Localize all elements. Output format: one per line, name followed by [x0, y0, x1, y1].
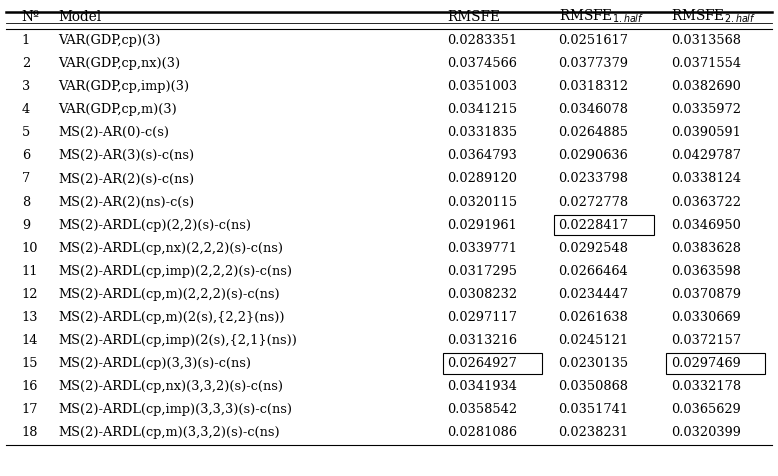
Text: MS(2)-AR(0)-c(s): MS(2)-AR(0)-c(s) — [58, 126, 170, 139]
Text: MS(2)-ARDL(cp,nx)(2,2,2)(s)-c(ns): MS(2)-ARDL(cp,nx)(2,2,2)(s)-c(ns) — [58, 242, 283, 255]
Text: 0.0363722: 0.0363722 — [671, 196, 741, 208]
Text: 11: 11 — [22, 265, 38, 278]
Text: 3: 3 — [22, 80, 30, 93]
Text: 0.0264885: 0.0264885 — [559, 126, 629, 139]
Text: 0.0341934: 0.0341934 — [447, 380, 517, 393]
Text: 0.0313568: 0.0313568 — [671, 34, 741, 47]
Text: MS(2)-ARDL(cp)(2,2)(s)-c(ns): MS(2)-ARDL(cp)(2,2)(s)-c(ns) — [58, 218, 251, 232]
Bar — [554, 215, 654, 236]
Text: MS(2)-AR(2)(ns)-c(s): MS(2)-AR(2)(ns)-c(s) — [58, 196, 194, 208]
Bar — [443, 353, 542, 374]
Text: 0.0228417: 0.0228417 — [559, 218, 629, 232]
Text: 0.0335972: 0.0335972 — [671, 103, 741, 116]
Text: 6: 6 — [22, 149, 30, 162]
Text: 0.0338124: 0.0338124 — [671, 172, 741, 186]
Text: 16: 16 — [22, 380, 38, 393]
Text: 0.0230135: 0.0230135 — [559, 357, 629, 370]
Text: 0.0358542: 0.0358542 — [447, 403, 517, 416]
Text: 0.0351741: 0.0351741 — [559, 403, 629, 416]
Text: VAR(GDP,cp,imp)(3): VAR(GDP,cp,imp)(3) — [58, 80, 190, 93]
Text: 0.0383628: 0.0383628 — [671, 242, 741, 255]
Text: 0.0320115: 0.0320115 — [447, 196, 517, 208]
Text: 0.0370879: 0.0370879 — [671, 288, 741, 301]
Text: 0.0290636: 0.0290636 — [559, 149, 629, 162]
Text: 0.0364793: 0.0364793 — [447, 149, 517, 162]
Text: 0.0318312: 0.0318312 — [559, 80, 629, 93]
Text: 0.0382690: 0.0382690 — [671, 80, 741, 93]
Text: MS(2)-ARDL(cp,imp)(2,2,2)(s)-c(ns): MS(2)-ARDL(cp,imp)(2,2,2)(s)-c(ns) — [58, 265, 293, 278]
Text: MS(2)-ARDL(cp,m)(2(s),{2,2}(ns)): MS(2)-ARDL(cp,m)(2(s),{2,2}(ns)) — [58, 311, 285, 324]
Text: 0.0264927: 0.0264927 — [447, 357, 517, 370]
Text: 14: 14 — [22, 334, 38, 347]
Text: 0.0283351: 0.0283351 — [447, 34, 517, 47]
Text: 17: 17 — [22, 403, 38, 416]
Text: 0.0331835: 0.0331835 — [447, 126, 517, 139]
Text: 10: 10 — [22, 242, 38, 255]
Text: 0.0377379: 0.0377379 — [559, 57, 629, 70]
Text: 0.0266464: 0.0266464 — [559, 265, 629, 278]
Text: 13: 13 — [22, 311, 38, 324]
Text: 0.0308232: 0.0308232 — [447, 288, 517, 301]
Text: 0.0251617: 0.0251617 — [559, 34, 629, 47]
Text: VAR(GDP,cp,nx)(3): VAR(GDP,cp,nx)(3) — [58, 57, 180, 70]
Text: 0.0297469: 0.0297469 — [671, 357, 741, 370]
Text: Model: Model — [58, 10, 102, 24]
Text: MS(2)-ARDL(cp,m)(2,2,2)(s)-c(ns): MS(2)-ARDL(cp,m)(2,2,2)(s)-c(ns) — [58, 288, 280, 301]
Text: 0.0390591: 0.0390591 — [671, 126, 741, 139]
Text: 0.0365629: 0.0365629 — [671, 403, 741, 416]
Bar — [666, 353, 766, 374]
Text: 0.0317295: 0.0317295 — [447, 265, 517, 278]
Text: 0.0261638: 0.0261638 — [559, 311, 629, 324]
Text: 0.0272778: 0.0272778 — [559, 196, 629, 208]
Text: 0.0245121: 0.0245121 — [559, 334, 629, 347]
Text: VAR(GDP,cp)(3): VAR(GDP,cp)(3) — [58, 34, 161, 47]
Text: 1: 1 — [22, 34, 30, 47]
Text: 0.0374566: 0.0374566 — [447, 57, 517, 70]
Text: 0.0289120: 0.0289120 — [447, 172, 517, 186]
Text: 0.0297117: 0.0297117 — [447, 311, 517, 324]
Text: 0.0233798: 0.0233798 — [559, 172, 629, 186]
Text: 7: 7 — [22, 172, 30, 186]
Text: 0.0313216: 0.0313216 — [447, 334, 517, 347]
Text: VAR(GDP,cp,m)(3): VAR(GDP,cp,m)(3) — [58, 103, 177, 116]
Text: MS(2)-ARDL(cp,m)(3,3,2)(s)-c(ns): MS(2)-ARDL(cp,m)(3,3,2)(s)-c(ns) — [58, 426, 280, 439]
Text: RMSFE: RMSFE — [447, 10, 500, 24]
Text: MS(2)-AR(3)(s)-c(ns): MS(2)-AR(3)(s)-c(ns) — [58, 149, 194, 162]
Text: 0.0363598: 0.0363598 — [671, 265, 741, 278]
Text: Nº: Nº — [22, 10, 40, 24]
Text: MS(2)-ARDL(cp,imp)(2(s),{2,1}(ns)): MS(2)-ARDL(cp,imp)(2(s),{2,1}(ns)) — [58, 334, 297, 347]
Text: 0.0350868: 0.0350868 — [559, 380, 629, 393]
Text: 15: 15 — [22, 357, 38, 370]
Text: 8: 8 — [22, 196, 30, 208]
Text: 12: 12 — [22, 288, 38, 301]
Text: 0.0281086: 0.0281086 — [447, 426, 517, 439]
Text: 9: 9 — [22, 218, 30, 232]
Text: RMSFE$_{1.half}$: RMSFE$_{1.half}$ — [559, 8, 643, 25]
Text: MS(2)-ARDL(cp)(3,3)(s)-c(ns): MS(2)-ARDL(cp)(3,3)(s)-c(ns) — [58, 357, 251, 370]
Text: RMSFE$_{2.half}$: RMSFE$_{2.half}$ — [671, 8, 755, 25]
Text: 2: 2 — [22, 57, 30, 70]
Text: 0.0292548: 0.0292548 — [559, 242, 629, 255]
Text: MS(2)-ARDL(cp,imp)(3,3,3)(s)-c(ns): MS(2)-ARDL(cp,imp)(3,3,3)(s)-c(ns) — [58, 403, 293, 416]
Text: 0.0238231: 0.0238231 — [559, 426, 629, 439]
Text: 0.0332178: 0.0332178 — [671, 380, 741, 393]
Text: 0.0320399: 0.0320399 — [671, 426, 741, 439]
Text: MS(2)-ARDL(cp,nx)(3,3,2)(s)-c(ns): MS(2)-ARDL(cp,nx)(3,3,2)(s)-c(ns) — [58, 380, 283, 393]
Text: 0.0346950: 0.0346950 — [671, 218, 741, 232]
Text: 0.0371554: 0.0371554 — [671, 57, 741, 70]
Text: 0.0234447: 0.0234447 — [559, 288, 629, 301]
Text: 0.0341215: 0.0341215 — [447, 103, 517, 116]
Text: 0.0429787: 0.0429787 — [671, 149, 741, 162]
Text: 0.0330669: 0.0330669 — [671, 311, 741, 324]
Text: 0.0291961: 0.0291961 — [447, 218, 517, 232]
Text: MS(2)-AR(2)(s)-c(ns): MS(2)-AR(2)(s)-c(ns) — [58, 172, 194, 186]
Text: 18: 18 — [22, 426, 38, 439]
Text: 0.0339771: 0.0339771 — [447, 242, 517, 255]
Text: 0.0372157: 0.0372157 — [671, 334, 741, 347]
Text: 5: 5 — [22, 126, 30, 139]
Text: 0.0351003: 0.0351003 — [447, 80, 517, 93]
Text: 0.0346078: 0.0346078 — [559, 103, 629, 116]
Text: 4: 4 — [22, 103, 30, 116]
